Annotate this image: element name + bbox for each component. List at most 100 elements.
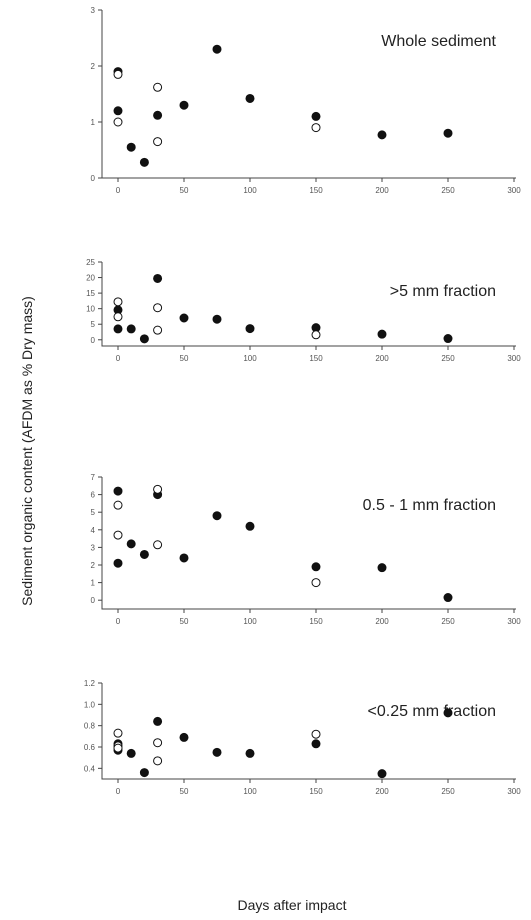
data-point-filled [179,732,189,742]
x-tick-label: 150 [309,186,323,195]
y-tick-label: 0.4 [84,764,96,773]
x-tick-label: 250 [441,186,455,195]
data-point-open [311,578,321,588]
data-point-filled [377,130,387,140]
data-point-filled [377,769,387,779]
y-tick-label: 3 [91,6,96,15]
panel-title: >5 mm fraction [390,283,496,300]
data-point-filled [443,334,453,344]
y-tick-label: 0 [91,174,96,183]
data-point-filled [245,521,255,531]
data-point-filled [443,593,453,603]
y-tick-label: 20 [86,274,95,283]
x-tick-label: 200 [375,617,389,626]
x-tick-label: 100 [243,617,257,626]
y-tick-label: 6 [91,491,96,500]
data-point-filled [139,549,149,559]
data-point-filled [179,553,189,563]
panel-4: 0.4 0.6 0.8 1.0 1.2 0 50 100 150 200 250 300 <0.25 m… [84,679,521,796]
data-point-filled [126,142,136,152]
y-tick-label: 0.8 [84,722,96,731]
y-tick-label: 0 [91,596,96,605]
panel-title: 0.5 - 1 mm fraction [363,497,496,514]
x-tick-label: 100 [243,354,257,363]
data-point-open [113,117,123,127]
data-point-open [153,82,163,92]
data-point-open [113,500,123,510]
data-point-filled [245,324,255,334]
data-point-filled [113,324,123,334]
y-tick-label: 7 [91,473,96,482]
data-point-filled [179,313,189,323]
x-tick-label: 150 [309,617,323,626]
x-tick-label: 50 [180,617,189,626]
data-point-open [153,325,163,335]
data-point-open [153,756,163,766]
data-point-filled [139,157,149,167]
x-tick-label: 200 [375,787,389,796]
data-point-open [153,540,163,550]
x-tick-label: 100 [243,787,257,796]
y-tick-label: 25 [86,258,95,267]
data-point-filled [139,334,149,344]
panel-1: 0 1 2 3 0 50 100 150 200 250 300 Whole sediment [91,6,522,195]
x-tick-label: 0 [116,186,121,195]
data-point-open [113,297,123,307]
y-tick-label: 5 [91,320,96,329]
panel-title: <0.25 mm fraction [368,703,497,720]
data-point-filled [311,562,321,572]
data-point-filled [311,111,321,121]
data-point-open [311,330,321,340]
data-point-filled [126,748,136,758]
x-tick-label: 250 [441,617,455,626]
data-point-filled [377,563,387,573]
data-point-open [113,69,123,79]
data-point-open [311,729,321,739]
x-tick-label: 300 [507,787,521,796]
x-tick-label: 150 [309,787,323,796]
y-tick-label: 1 [91,118,96,127]
x-tick-label: 200 [375,186,389,195]
x-tick-label: 100 [243,186,257,195]
y-tick-label: 4 [91,526,96,535]
y-tick-label: 0.6 [84,743,96,752]
y-tick-label: 2 [91,561,96,570]
y-tick-label: 1 [91,579,96,588]
data-point-filled [443,128,453,138]
data-point-open [113,743,123,753]
data-point-open [153,303,163,313]
x-tick-label: 300 [507,186,521,195]
data-point-open [153,738,163,748]
x-tick-label: 150 [309,354,323,363]
x-tick-label: 0 [116,787,121,796]
data-point-open [113,312,123,322]
panel-3: 0 1 2 3 4 5 6 7 0 50 100 150 200 250 300 0.5 - 1 mm fra… [91,473,522,626]
x-axis-label: Days after impact [238,897,347,913]
data-point-filled [212,511,222,521]
data-point-filled [311,739,321,749]
y-tick-label: 5 [91,508,96,517]
data-point-filled [443,708,453,718]
x-tick-label: 250 [441,787,455,796]
x-tick-label: 250 [441,354,455,363]
x-tick-label: 50 [180,787,189,796]
y-tick-label: 1.0 [84,700,96,709]
data-point-open [113,728,123,738]
y-tick-label: 0 [91,336,96,345]
data-point-filled [179,100,189,110]
data-point-filled [113,486,123,496]
data-point-filled [212,747,222,757]
data-point-open [113,530,123,540]
data-point-filled [212,44,222,54]
data-point-filled [153,273,163,283]
data-point-filled [153,716,163,726]
data-point-filled [245,748,255,758]
y-tick-label: 2 [91,62,96,71]
y-axis-label: Sediment organic content (AFDM as % Dry … [19,296,35,606]
y-tick-label: 3 [91,543,96,552]
data-point-open [153,484,163,494]
x-tick-label: 0 [116,354,121,363]
data-point-filled [113,558,123,568]
data-point-filled [126,539,136,549]
